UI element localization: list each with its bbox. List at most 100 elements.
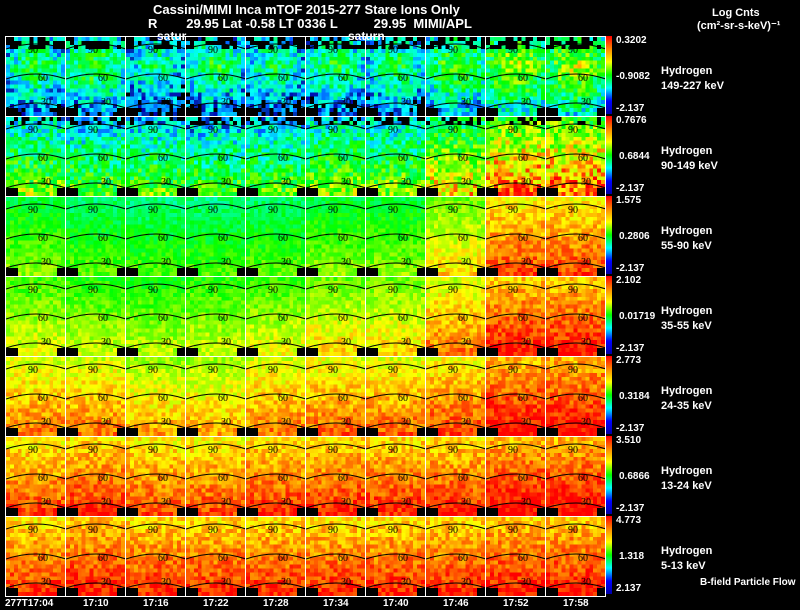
contour-label: 60 — [38, 153, 48, 164]
contour-line — [246, 582, 305, 589]
contour-line — [546, 313, 605, 320]
contour-line — [366, 203, 425, 210]
contour-line — [486, 153, 545, 160]
contour-line — [246, 502, 305, 509]
contour-label: 30 — [281, 177, 291, 188]
contour-line — [426, 342, 485, 349]
contour-line — [186, 123, 245, 130]
contour-label: 30 — [161, 417, 171, 428]
contour-label: 60 — [398, 313, 408, 324]
contour-label: 90 — [208, 285, 218, 296]
contour-label: 30 — [401, 337, 411, 348]
channel-energy-label: 90-149 keV — [661, 160, 718, 172]
contour-label: 90 — [328, 525, 338, 536]
contour-line — [546, 363, 605, 370]
contour-label: 60 — [278, 393, 288, 404]
contour-line — [426, 443, 485, 450]
contour-label: 60 — [398, 473, 408, 484]
contour-line — [486, 182, 545, 189]
contour-label: 90 — [268, 45, 278, 56]
spectrogram-panel: 90 60 30 — [365, 116, 426, 197]
contour-label: 60 — [398, 153, 408, 164]
contour-line — [426, 313, 485, 320]
contour-line — [546, 582, 605, 589]
spectrogram-panel: 90 60 30 — [65, 516, 126, 597]
contour-line — [6, 363, 65, 370]
contour-line — [306, 363, 365, 370]
contour-line — [306, 393, 365, 400]
contour-label: 60 — [578, 393, 588, 404]
spectrogram-panel: 90 60 30 — [485, 436, 546, 517]
contour-line — [486, 233, 545, 240]
contour-line — [66, 422, 125, 429]
spectrogram-panel: 90 60 30 — [65, 36, 126, 117]
colorbar — [606, 116, 612, 194]
contour-label: 90 — [448, 445, 458, 456]
contour-line — [546, 43, 605, 50]
contour-label: 30 — [341, 417, 351, 428]
contour-line — [486, 502, 545, 509]
contour-line — [186, 233, 245, 240]
colorbar-mid-label: 1.318 — [619, 551, 645, 562]
contour-line — [6, 262, 65, 269]
contour-label: 60 — [38, 393, 48, 404]
spectrogram-panel: 90 60 30 — [5, 276, 66, 357]
contour-line — [366, 473, 425, 480]
contour-label: 30 — [581, 97, 591, 108]
contour-label: 60 — [278, 73, 288, 84]
contour-line — [6, 422, 65, 429]
contour-line — [6, 43, 65, 50]
colorbar — [606, 356, 612, 434]
contour-label: 30 — [461, 177, 471, 188]
spectrogram-panel: 90 60 30 — [425, 356, 486, 437]
contour-label: 60 — [98, 233, 108, 244]
contour-label: 60 — [158, 553, 168, 564]
spectrogram-panel: 90 60 30 — [305, 436, 366, 517]
contour-line — [126, 313, 185, 320]
spectrogram-panel: 90 60 30 — [125, 116, 186, 197]
contour-line — [306, 262, 365, 269]
spectrogram-panel: 90 60 30 — [545, 276, 606, 357]
spectrogram-panel: 90 60 30 — [65, 356, 126, 437]
contour-label: 60 — [578, 153, 588, 164]
contour-label: 60 — [218, 553, 228, 564]
contour-label: 90 — [148, 365, 158, 376]
contour-label: 60 — [578, 73, 588, 84]
contour-label: 30 — [401, 577, 411, 588]
contour-line — [486, 553, 545, 560]
contour-line — [246, 393, 305, 400]
time-tick-label: 17:16 — [143, 598, 169, 609]
contour-label: 60 — [38, 73, 48, 84]
contour-line — [306, 203, 365, 210]
contour-line — [366, 43, 425, 50]
colorbar-mid-label: 0.3184 — [619, 391, 650, 402]
contour-line — [306, 73, 365, 80]
contour-line — [426, 43, 485, 50]
contour-label: 60 — [578, 473, 588, 484]
contour-line — [486, 582, 545, 589]
contour-line — [6, 153, 65, 160]
spectrogram-panel: 90 60 30 — [245, 196, 306, 277]
contour-line — [426, 363, 485, 370]
contour-line — [126, 262, 185, 269]
spectrogram-panel: 90 60 30 — [305, 356, 366, 437]
contour-label: 60 — [278, 553, 288, 564]
colorbar-min-label: -2.137 — [616, 423, 645, 434]
contour-label: 90 — [568, 125, 578, 136]
contour-line — [186, 262, 245, 269]
time-tick-label: 277T17:04 — [5, 598, 54, 609]
contour-label: 30 — [161, 577, 171, 588]
contour-label: 60 — [98, 313, 108, 324]
contour-line — [186, 422, 245, 429]
contour-line — [186, 582, 245, 589]
contour-line — [126, 342, 185, 349]
contour-label: 90 — [328, 205, 338, 216]
contour-line — [6, 473, 65, 480]
contour-line — [126, 393, 185, 400]
contour-line — [6, 313, 65, 320]
contour-label: 60 — [98, 153, 108, 164]
contour-line — [246, 363, 305, 370]
contour-line — [486, 102, 545, 109]
spectrogram-panel: 90 60 30 — [185, 356, 246, 437]
footer-legend: B-field Particle Flow — [700, 577, 796, 588]
